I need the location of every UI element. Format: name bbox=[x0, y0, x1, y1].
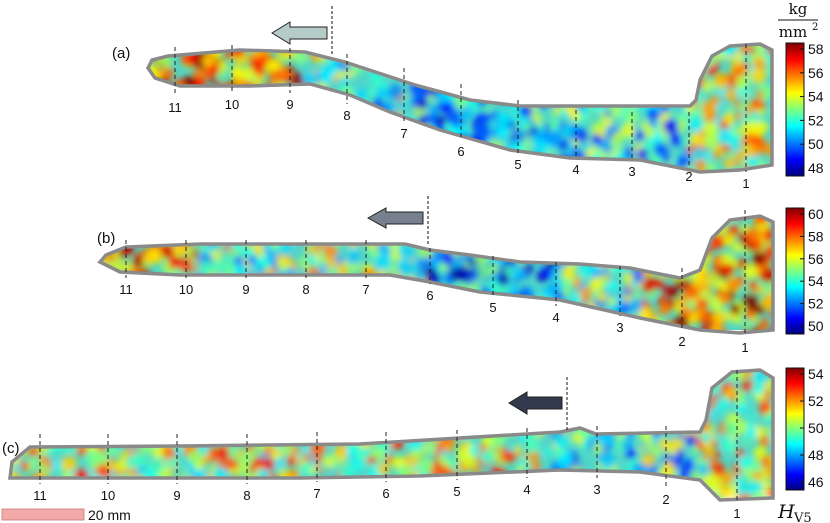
colorbar-tick-label: 52 bbox=[808, 296, 824, 312]
position-label: 1 bbox=[733, 506, 740, 521]
position-label: 5 bbox=[489, 300, 496, 315]
specimen-outline-c bbox=[8, 368, 775, 502]
scale-bar-rect bbox=[1, 508, 85, 521]
colorbar-tick-label: 56 bbox=[808, 251, 824, 267]
colorbar bbox=[785, 367, 805, 491]
unit-label: kg mm 2 bbox=[778, 0, 818, 41]
colorbar-tick-label: 48 bbox=[808, 447, 824, 463]
position-label: 3 bbox=[616, 320, 623, 335]
position-label: 2 bbox=[685, 169, 692, 184]
position-label: 9 bbox=[173, 488, 180, 503]
scale-bar-label: 20 mm bbox=[88, 507, 131, 523]
colorbar-tick-label: 56 bbox=[808, 65, 824, 81]
position-label: 4 bbox=[552, 310, 559, 325]
colorbar-tick-label: 48 bbox=[808, 160, 824, 176]
colorbar-tick-label: 50 bbox=[808, 420, 824, 436]
quantity-symbol: H bbox=[777, 501, 795, 523]
colorbar-tick-label: 52 bbox=[808, 393, 824, 409]
direction-arrow-b bbox=[366, 207, 424, 229]
colorbar-tick-label: 54 bbox=[808, 273, 824, 289]
position-label: 3 bbox=[593, 482, 600, 497]
unit-denominator: mm bbox=[779, 23, 807, 41]
colorbar-tick-label: 52 bbox=[808, 112, 824, 128]
colorbar bbox=[785, 42, 805, 177]
colorbar-tick-label: 50 bbox=[808, 136, 824, 152]
position-label: 1 bbox=[742, 176, 749, 191]
colorbar-tick-label: 50 bbox=[808, 318, 824, 334]
position-label: 1 bbox=[741, 340, 748, 355]
panel-a-label: (a) bbox=[112, 45, 130, 62]
position-label: 7 bbox=[313, 486, 320, 501]
direction-arrow-c bbox=[508, 391, 563, 415]
position-label: 4 bbox=[523, 482, 530, 497]
colorbar-tick-label: 58 bbox=[808, 41, 824, 57]
position-label: 9 bbox=[242, 282, 249, 297]
position-label: 6 bbox=[426, 288, 433, 303]
unit-numerator: kg bbox=[789, 0, 808, 18]
position-label: 2 bbox=[678, 334, 685, 349]
position-label: 6 bbox=[457, 144, 464, 159]
specimen-outline-b bbox=[97, 214, 775, 335]
quantity-label: H V5 bbox=[777, 501, 812, 523]
direction-arrow-a bbox=[271, 21, 328, 45]
position-label: 11 bbox=[168, 100, 182, 115]
position-label: 8 bbox=[343, 108, 350, 123]
position-label: 5 bbox=[514, 157, 521, 172]
panel-c: (c) 11 10 9 8 7 6 5 4 3 2 1 bbox=[2, 368, 775, 521]
position-label: 8 bbox=[243, 488, 250, 503]
panel-b: (b) 11 10 9 8 7 6 5 4 3 2 1 bbox=[97, 196, 775, 355]
colorbar-tick-label: 58 bbox=[808, 228, 824, 244]
position-label: 4 bbox=[572, 162, 579, 177]
position-label: 5 bbox=[453, 484, 460, 499]
panel-a: (a) 11 10 9 8 7 6 5 4 3 2 1 bbox=[112, 6, 774, 191]
panel-c-label: (c) bbox=[2, 440, 20, 457]
specimen-outline-a bbox=[145, 42, 774, 174]
position-label: 10 bbox=[179, 282, 193, 297]
position-label: 8 bbox=[302, 282, 309, 297]
colorbar-tick-label: 60 bbox=[808, 206, 824, 222]
scale-bar: 20 mm bbox=[1, 507, 131, 523]
position-label: 9 bbox=[286, 97, 293, 112]
position-label: 2 bbox=[662, 492, 669, 507]
quantity-subscript: V5 bbox=[793, 511, 812, 523]
position-label: 7 bbox=[400, 126, 407, 141]
position-label: 6 bbox=[382, 486, 389, 501]
position-label: 11 bbox=[119, 282, 133, 297]
position-label: 11 bbox=[33, 488, 47, 503]
panel-b-label: (b) bbox=[97, 230, 115, 247]
unit-exponent: 2 bbox=[812, 22, 818, 33]
position-label: 10 bbox=[225, 97, 239, 112]
position-label: 10 bbox=[101, 488, 115, 503]
position-label: 3 bbox=[628, 164, 635, 179]
colorbar-tick-label: 46 bbox=[808, 474, 824, 490]
colorbar-tick-label: 54 bbox=[808, 366, 824, 382]
colorbar bbox=[785, 207, 805, 335]
position-label: 7 bbox=[362, 282, 369, 297]
colorbar-tick-label: 54 bbox=[808, 89, 824, 105]
